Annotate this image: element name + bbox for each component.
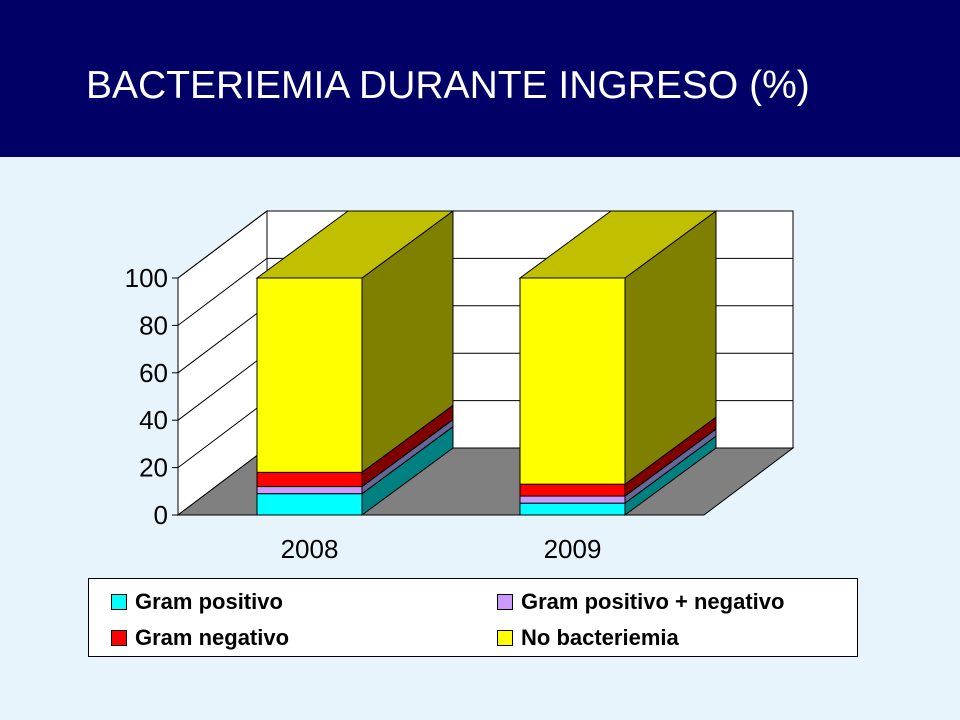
legend-swatch-gram-negativo bbox=[111, 630, 127, 646]
y-tick-label: 0 bbox=[154, 500, 168, 530]
y-tick-label: 20 bbox=[139, 453, 168, 483]
bar-segment bbox=[256, 471, 363, 488]
legend-swatch-no-bacteriemia bbox=[497, 630, 513, 646]
legend-swatch-gram-positivo-negativo bbox=[497, 594, 513, 610]
legend-item-gram-negativo: Gram negativo bbox=[111, 625, 289, 651]
legend-item-gram-positivo: Gram positivo bbox=[111, 589, 283, 615]
bar-top bbox=[255, 210, 455, 279]
bar-segment bbox=[519, 277, 626, 485]
bar-group-2009 bbox=[518, 210, 718, 516]
legend-label-gram-positivo: Gram positivo bbox=[135, 589, 283, 614]
x-tick-label: 2009 bbox=[544, 534, 602, 564]
bar-top bbox=[518, 210, 718, 279]
y-tick-label: 80 bbox=[139, 310, 168, 340]
x-tick-label: 2008 bbox=[281, 534, 339, 564]
bar-segment bbox=[256, 486, 363, 495]
y-tick-label: 40 bbox=[139, 405, 168, 435]
bar-segment bbox=[519, 502, 626, 516]
bar-segment bbox=[519, 495, 626, 504]
legend-label-gram-negativo: Gram negativo bbox=[135, 625, 290, 650]
slide-title: BACTERIEMIA DURANTE INGRESO (%) bbox=[86, 64, 810, 107]
bar-segment bbox=[256, 277, 363, 473]
legend-item-gram-positivo-negativo: Gram positivo + negativo bbox=[497, 589, 784, 615]
y-tick-label: 100 bbox=[125, 263, 168, 293]
legend-label-gram-positivo-negativo: Gram positivo + negativo bbox=[521, 589, 785, 614]
bar-group-2008 bbox=[255, 210, 455, 516]
chart-legend: Gram positivo Gram positivo + negativo G… bbox=[88, 578, 858, 657]
title-bar: BACTERIEMIA DURANTE INGRESO (%) bbox=[0, 0, 960, 157]
y-tick-label: 60 bbox=[139, 358, 168, 388]
legend-swatch-gram-positivo bbox=[111, 594, 127, 610]
legend-item-no-bacteriemia: No bacteriemia bbox=[497, 625, 679, 651]
bar-segment bbox=[519, 483, 626, 497]
legend-label-no-bacteriemia: No bacteriemia bbox=[521, 625, 679, 650]
bar-segment bbox=[256, 493, 363, 516]
